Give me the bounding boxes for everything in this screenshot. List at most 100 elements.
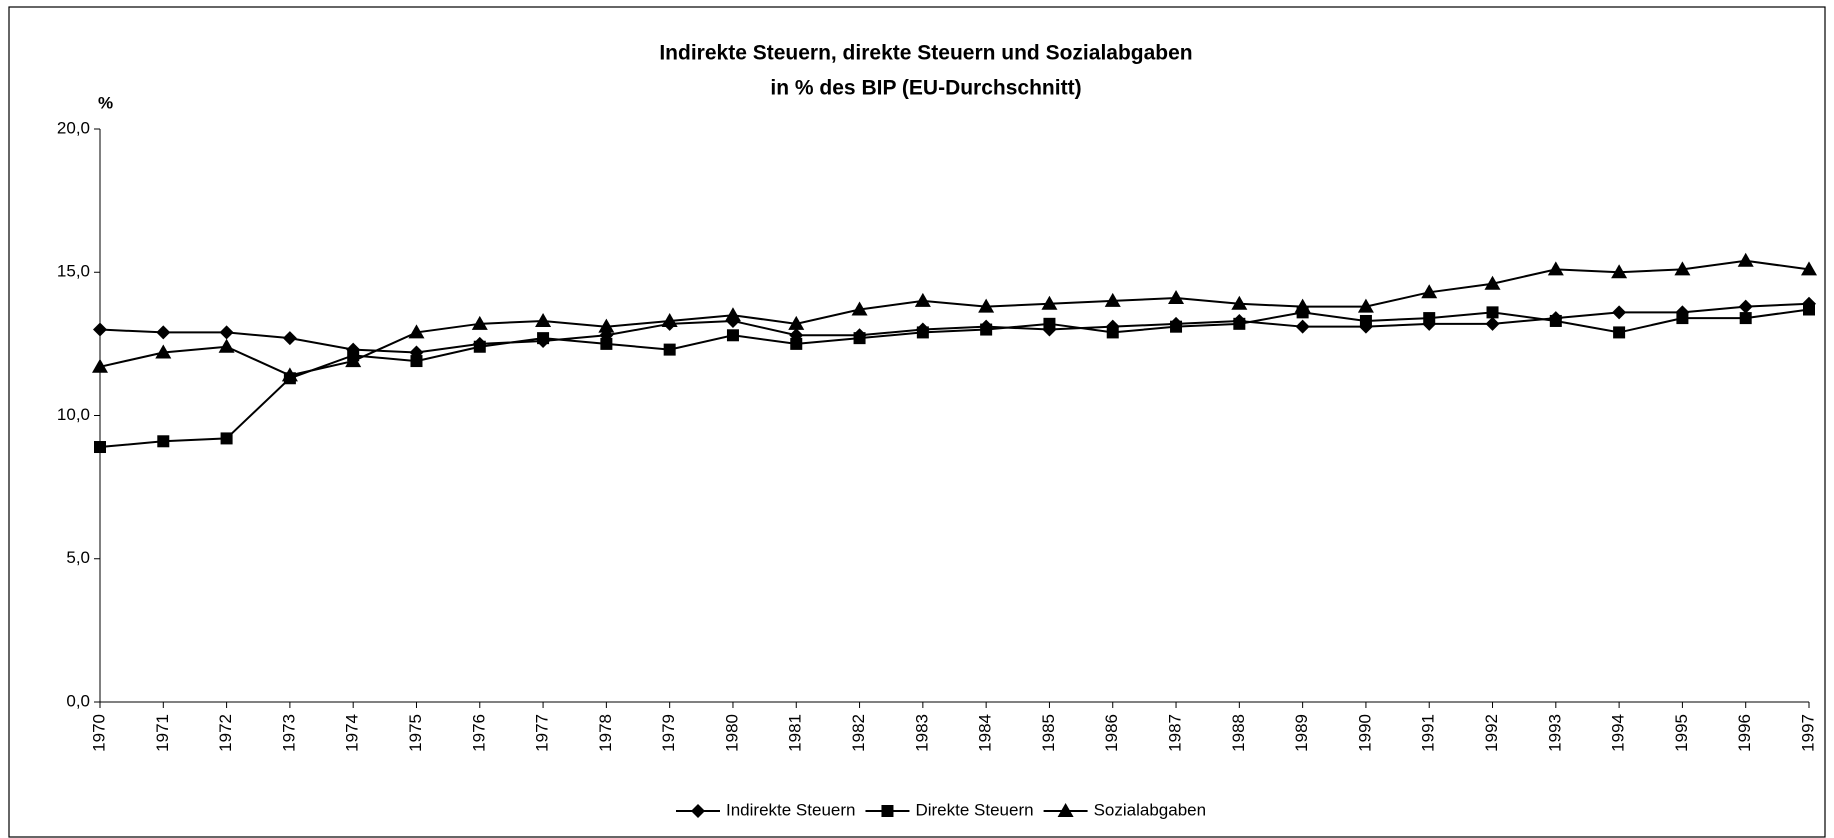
marker-triangle: [408, 324, 425, 339]
marker-square: [600, 337, 613, 350]
marker-square: [881, 805, 894, 817]
x-tick-label: 1993: [1545, 714, 1564, 752]
marker-triangle: [1168, 290, 1185, 305]
x-tick-label: 1977: [533, 714, 552, 752]
marker-square: [1423, 312, 1436, 325]
marker-square: [473, 340, 486, 353]
marker-triangle: [1294, 298, 1311, 313]
marker-square: [1486, 306, 1499, 319]
x-tick-label: 1972: [216, 714, 235, 752]
legend-label: Direkte Steuern: [915, 800, 1033, 819]
chart-subtitle: in % des BIP (EU-Durchschnitt): [770, 77, 1081, 100]
marker-square: [1613, 326, 1626, 339]
marker-triangle: [914, 292, 931, 307]
marker-triangle: [471, 315, 488, 330]
marker-triangle: [1421, 284, 1438, 299]
chart-title: Indirekte Steuern, direkte Steuern und S…: [659, 42, 1192, 65]
y-tick-label: 0,0: [66, 691, 90, 710]
marker-triangle: [218, 338, 235, 353]
marker-square: [1043, 317, 1056, 330]
x-tick-label: 1985: [1039, 714, 1058, 752]
marker-square: [1359, 314, 1372, 327]
marker-diamond: [691, 804, 705, 818]
marker-square: [853, 332, 866, 345]
y-tick-label: 20,0: [57, 118, 90, 137]
chart-border: [8, 6, 1826, 838]
marker-triangle: [281, 367, 298, 382]
x-tick-label: 1982: [849, 714, 868, 752]
marker-square: [94, 441, 106, 454]
marker-triangle: [1801, 261, 1817, 276]
series-line: [99, 302, 1810, 354]
marker-triangle: [345, 353, 362, 368]
marker-triangle: [535, 312, 552, 327]
marker-diamond: [1612, 305, 1627, 320]
x-tick-label: 1990: [1355, 714, 1374, 752]
x-tick-label: 1975: [406, 714, 425, 752]
marker-square: [1170, 320, 1183, 333]
x-tick-label: 1997: [1798, 714, 1817, 752]
marker-triangle: [851, 301, 868, 316]
x-tick-label: 1991: [1419, 714, 1438, 752]
marker-square: [1676, 312, 1689, 325]
marker-square: [980, 323, 993, 336]
marker-triangle: [92, 358, 108, 373]
x-tick-label: 1986: [1102, 714, 1121, 752]
marker-triangle: [1674, 261, 1691, 276]
marker-diamond: [219, 325, 234, 340]
marker-diamond: [1485, 316, 1500, 331]
y-axis-label: %: [98, 93, 113, 112]
series-line: [99, 259, 1810, 377]
marker-triangle: [155, 344, 172, 359]
x-tick-label: 1970: [89, 714, 108, 752]
marker-triangle: [1231, 295, 1248, 310]
marker-triangle: [1547, 261, 1564, 276]
marker-square: [1739, 312, 1752, 325]
x-tick-label: 1994: [1609, 714, 1628, 752]
x-tick-label: 1978: [596, 714, 615, 752]
marker-square: [220, 432, 233, 445]
marker-square: [790, 337, 803, 350]
marker-square: [726, 329, 739, 342]
x-tick-label: 1980: [722, 714, 741, 752]
marker-square: [663, 343, 676, 356]
marker-diamond: [93, 322, 107, 337]
x-tick-label: 1988: [1229, 714, 1248, 752]
y-tick-label: 15,0: [57, 262, 90, 281]
marker-square: [410, 355, 423, 368]
series-line: [99, 308, 1810, 449]
x-tick-label: 1984: [976, 714, 995, 752]
x-tick-label: 1989: [1292, 714, 1311, 752]
marker-square: [1233, 317, 1246, 330]
marker-triangle: [598, 318, 615, 333]
marker-triangle: [1611, 264, 1628, 279]
x-tick-label: 1976: [469, 714, 488, 752]
x-tick-label: 1981: [786, 714, 805, 752]
marker-triangle: [661, 312, 678, 327]
x-tick-label: 1973: [279, 714, 298, 752]
x-tick-label: 1995: [1672, 714, 1691, 752]
x-tick-label: 1974: [343, 714, 362, 752]
marker-triangle: [1041, 295, 1058, 310]
marker-triangle: [978, 298, 995, 313]
marker-triangle: [1104, 292, 1121, 307]
marker-square: [916, 326, 929, 339]
marker-triangle: [788, 315, 805, 330]
y-tick-label: 10,0: [57, 405, 90, 424]
marker-square: [1803, 303, 1815, 316]
marker-diamond: [282, 331, 297, 346]
marker-triangle: [1057, 803, 1074, 817]
marker-triangle: [1357, 298, 1374, 313]
marker-square: [1106, 326, 1119, 339]
y-tick-label: 5,0: [66, 548, 90, 567]
marker-triangle: [724, 307, 741, 322]
marker-square: [157, 435, 170, 448]
x-tick-label: 1987: [1166, 714, 1185, 752]
marker-diamond: [1738, 299, 1753, 314]
x-tick-label: 1996: [1735, 714, 1754, 752]
x-tick-label: 1971: [153, 714, 172, 752]
x-tick-label: 1983: [912, 714, 931, 752]
marker-diamond: [1295, 319, 1310, 334]
